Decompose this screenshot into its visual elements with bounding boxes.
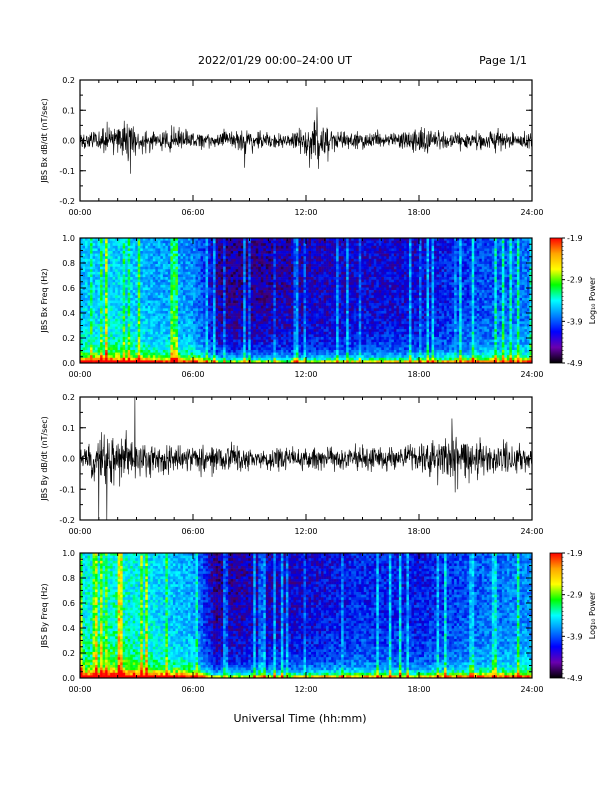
panel3-xtick-label: 00:00 [68, 527, 91, 536]
panel4-xtick-label: 24:00 [520, 685, 543, 694]
x-axis-title: Universal Time (hh:mm) [234, 712, 367, 725]
panel2-xtick-label: 24:00 [520, 370, 543, 379]
page-indicator: Page 1/1 [479, 54, 527, 67]
panel1-xtick-label: 06:00 [181, 208, 204, 217]
panel4-heatmap-cells [80, 553, 533, 679]
panel3-xtick-label: 24:00 [520, 527, 543, 536]
panel4-xtick-label: 00:00 [68, 685, 91, 694]
panel1-ytick-label: -0.1 [59, 167, 75, 176]
panel1-xtick-label: 12:00 [294, 208, 317, 217]
panel3-ytick-label: -0.1 [59, 485, 75, 494]
panel4-colorbar-tick-label: -1.9 [567, 549, 583, 558]
panel2-colorbar [549, 237, 563, 364]
panel2-xtick-label: 18:00 [407, 370, 430, 379]
panel2-heatmap-cells [80, 238, 533, 364]
panel2-colorbar-tick-label: -4.9 [567, 359, 583, 368]
panel1-ytick-label: 0.2 [62, 76, 75, 85]
panel3-xtick-label: 12:00 [294, 527, 317, 536]
panel4-ytick-label: 0.8 [62, 574, 75, 583]
panel4-ytick-label: 0.6 [62, 599, 75, 608]
panel1-ytick-label: 0.1 [62, 106, 75, 115]
panel4-ylabel: JBS By Freq (Hz) [40, 583, 49, 648]
panel2-colorbar-label: Log₁₀ Power [588, 276, 597, 324]
panel3-trace-group [80, 397, 532, 520]
panel4-colorbar-tick-label: -4.9 [567, 674, 583, 683]
panel3-ylabel: JBS By dB/dt (nT/sec) [40, 416, 49, 502]
panel2-ytick-label: 0.4 [62, 309, 75, 318]
panel2-ytick-label: 0.6 [62, 284, 75, 293]
panel4-ytick-label: 0.4 [62, 624, 75, 633]
panel1-series-line [80, 107, 532, 174]
panel3-ytick-label: 0.1 [62, 424, 75, 433]
panel4-xtick-label: 06:00 [181, 685, 204, 694]
panel4-ytick-label: 1.0 [62, 549, 75, 558]
panel4-xtick-label: 18:00 [407, 685, 430, 694]
panel3-series-line [80, 397, 532, 520]
panel2-ytick-label: 0.8 [62, 259, 75, 268]
panel4-xtick-label: 12:00 [294, 685, 317, 694]
panel1-trace-group [80, 107, 532, 174]
panel2-ytick-label: 0.2 [62, 334, 75, 343]
panel1-ytick-label: 0.0 [62, 137, 75, 146]
panel4-ytick-label: 0.0 [62, 674, 75, 683]
panel4-colorbar-tick-label: -3.9 [567, 632, 583, 641]
panel3-ytick-label: 0.2 [62, 393, 75, 402]
plot-title: 2022/01/29 00:00–24:00 UT [198, 54, 352, 67]
panel4-colorbar [549, 552, 563, 679]
panel1-xtick-label: 00:00 [68, 208, 91, 217]
panel2-xtick-label: 00:00 [68, 370, 91, 379]
panel3-xtick-label: 18:00 [407, 527, 430, 536]
panel3-ytick-label: 0.0 [62, 455, 75, 464]
panel2-ytick-label: 0.0 [62, 359, 75, 368]
panel2-xtick-label: 06:00 [181, 370, 204, 379]
panel3-xtick-label: 06:00 [181, 527, 204, 536]
panel1-ylabel: JBS Bx dB/dt (nT/sec) [40, 98, 49, 184]
panel2-ytick-label: 1.0 [62, 234, 75, 243]
panel1-ytick-label: -0.2 [59, 197, 75, 206]
panel1-xtick-label: 24:00 [520, 208, 543, 217]
panel3-ytick-label: -0.2 [59, 516, 75, 525]
panel2-colorbar-tick-label: -1.9 [567, 234, 583, 243]
panel4-colorbar-label: Log₁₀ Power [588, 591, 597, 639]
panel2-ylabel: JBS Bx Freq (Hz) [40, 268, 49, 333]
panel2-colorbar-tick-label: -2.9 [567, 276, 583, 285]
panel4-ytick-label: 0.2 [62, 649, 75, 658]
panel2-xtick-label: 12:00 [294, 370, 317, 379]
panels: 00:00 06:00 12:00 18:00 24:00 0.2 0.1 0.0 -0.1 -0… [40, 76, 597, 694]
panel1-xtick-label: 18:00 [407, 208, 430, 217]
panel2-colorbar-tick-label: -3.9 [567, 317, 583, 326]
panel4-colorbar-tick-label: -2.9 [567, 591, 583, 600]
